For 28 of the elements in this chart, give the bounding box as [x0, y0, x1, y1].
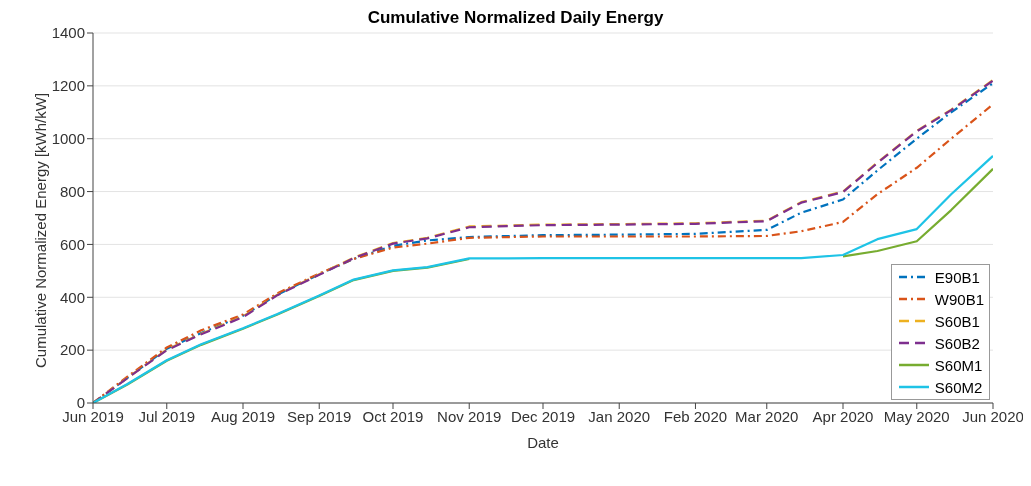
x-axis-title: Date	[527, 434, 559, 451]
x-tick-label: Nov 2019	[437, 407, 502, 425]
y-axis-title: Cumulative Normalized Energy [kWh/kW]	[32, 92, 50, 368]
y-tick-label: 200	[59, 341, 85, 359]
x-tick-label: May 2020	[883, 407, 950, 425]
y-tick-label: 1400	[51, 24, 85, 42]
x-tick-label: Dec 2019	[510, 407, 576, 425]
x-tick-label: Sep 2019	[287, 407, 352, 425]
legend-label: E90B1	[934, 268, 980, 286]
x-tick-label: Apr 2020	[812, 407, 874, 425]
legend-label: W90B1	[934, 290, 984, 308]
y-tick-label: 400	[59, 288, 85, 306]
x-tick-label: Oct 2019	[362, 407, 424, 425]
legend-label: S60M1	[934, 356, 983, 374]
y-tick-label: 600	[59, 235, 85, 253]
x-tick-label: Jul 2019	[138, 407, 196, 425]
legend-label: S60B2	[934, 334, 980, 352]
y-tick-label: 800	[59, 182, 85, 200]
x-tick-label: Feb 2020	[663, 407, 728, 425]
legend-label: S60B1	[934, 312, 980, 330]
x-tick-label: Jan 2020	[588, 407, 651, 425]
x-tick-label: Jun 2020	[962, 407, 1024, 425]
chart-title: Cumulative Normalized Daily Energy	[367, 8, 664, 27]
legend-label: S60M2	[934, 378, 983, 396]
x-tick-label: Aug 2019	[210, 407, 276, 425]
y-tick-label: 1000	[51, 130, 85, 148]
x-tick-label: Mar 2020	[735, 407, 799, 425]
y-tick-label: 1200	[51, 77, 85, 95]
